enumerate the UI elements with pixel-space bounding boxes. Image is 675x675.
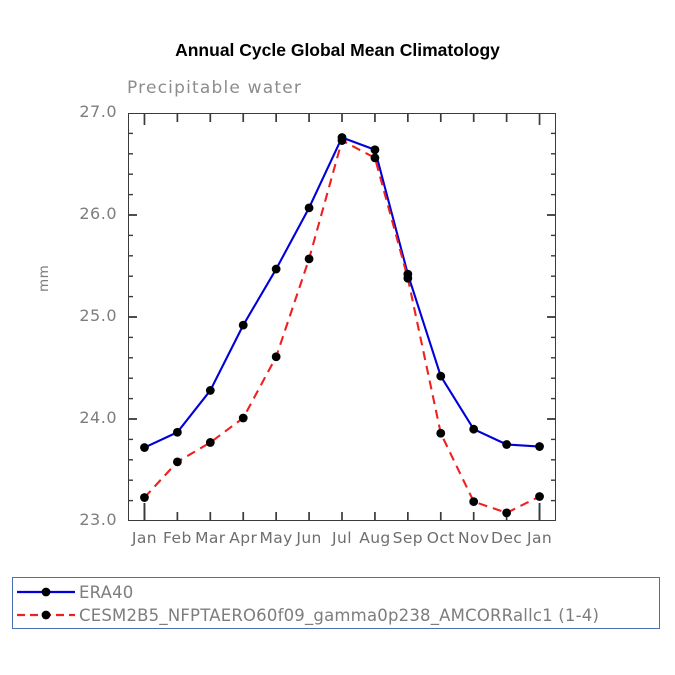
x-axis-tick-labels: Jan Feb Mar Apr May Jun Jul Aug Sep Oct Nov Dec Jan <box>128 529 556 555</box>
data-point-marker <box>172 427 182 437</box>
x-tick-label: Apr <box>229 529 258 547</box>
data-point-marker <box>238 320 248 330</box>
series-line-1 <box>144 136 540 449</box>
data-point-marker <box>304 203 314 213</box>
x-tick-label: May <box>259 529 293 547</box>
x-tick-label: Jul <box>332 529 352 547</box>
data-point-marker <box>502 440 512 449</box>
legend-entry: ERA40 <box>13 580 134 604</box>
legend-label: CESM2B5_NFPTAERO60f09_gamma0p238_AMCORRa… <box>79 605 600 625</box>
x-tick-label: Feb <box>163 529 192 547</box>
legend-label: ERA40 <box>79 582 134 602</box>
legend-line-sample <box>13 581 79 603</box>
y-tick-label: 26.0 <box>79 204 117 223</box>
y-tick-label: 27.0 <box>79 102 117 121</box>
data-point-marker <box>337 136 347 145</box>
data-point-marker <box>469 424 479 434</box>
chart-canvas <box>128 113 556 521</box>
plot-area <box>128 113 556 521</box>
y-tick-label: 25.0 <box>79 306 117 325</box>
data-point-marker <box>370 153 380 163</box>
y-axis-tick-labels: 27.0 26.0 25.0 24.0 23.0 <box>60 102 117 529</box>
data-point-marker <box>172 457 182 467</box>
y-tick-label: 24.0 <box>79 408 117 427</box>
x-tick-label: Nov <box>457 529 490 547</box>
legend-swatch <box>17 587 75 597</box>
data-point-marker <box>304 254 314 264</box>
data-point-marker <box>140 493 149 502</box>
x-tick-label: Jun <box>296 529 322 547</box>
data-point-marker <box>436 428 446 438</box>
chart-subtitle: Precipitable water <box>127 78 303 98</box>
legend-swatch <box>17 610 75 620</box>
x-tick-label: Sep <box>392 529 424 547</box>
data-point-marker <box>436 371 446 381</box>
data-point-marker <box>271 264 281 274</box>
y-tick-label: 23.0 <box>79 510 117 529</box>
x-tick-label: Jan <box>131 529 157 547</box>
data-point-marker <box>238 413 248 423</box>
y-axis-title: mm <box>36 264 52 292</box>
x-tick-label: Dec <box>491 529 523 547</box>
legend-marker <box>41 610 51 620</box>
page-title: Annual Cycle Global Mean Climatology <box>175 40 500 60</box>
data-point-marker <box>535 492 544 501</box>
data-point-marker <box>205 386 215 395</box>
data-point-marker <box>370 145 380 155</box>
data-point-marker <box>271 352 281 362</box>
data-point-marker <box>469 497 479 507</box>
data-point-marker <box>403 273 413 283</box>
legend-entry: CESM2B5_NFPTAERO60f09_gamma0p238_AMCORRa… <box>13 603 599 627</box>
data-point-marker <box>140 443 149 452</box>
x-tick-label: Aug <box>359 529 391 547</box>
x-tick-label: Oct <box>426 529 455 547</box>
x-tick-label: Jan <box>526 529 553 547</box>
x-tick-label: Mar <box>195 529 226 547</box>
data-point-marker <box>502 508 512 518</box>
series-line-2 <box>143 139 541 514</box>
data-point-marker <box>205 438 215 447</box>
data-point-marker <box>535 442 544 451</box>
chart-legend: ERA40 CESM2B5_NFPTAERO60f09_gamma0p238_AM… <box>12 577 660 629</box>
legend-marker <box>41 587 51 597</box>
legend-line-sample <box>13 604 79 626</box>
